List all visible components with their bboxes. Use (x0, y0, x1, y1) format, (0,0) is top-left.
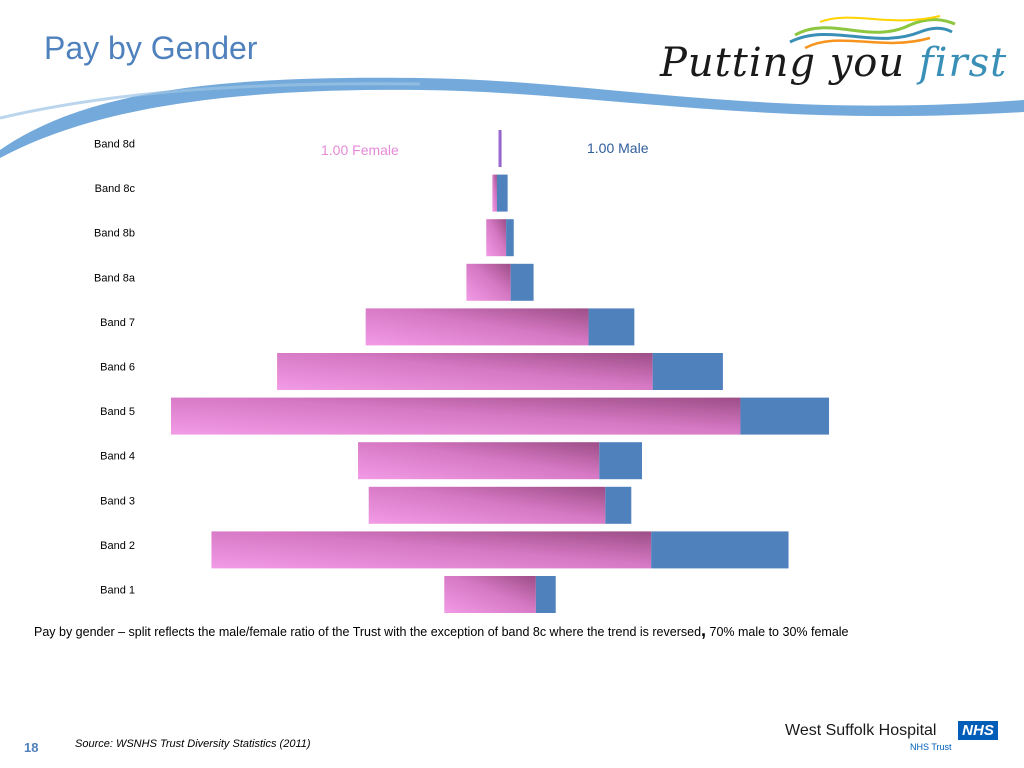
female-bar (492, 174, 497, 212)
band-label: Band 8a (94, 272, 136, 284)
male-bar (740, 397, 829, 435)
male-bar (535, 576, 556, 613)
female-bar (171, 397, 741, 435)
logo-tagline-accent: first (918, 40, 1008, 86)
caption-comma: , (701, 620, 707, 640)
nhs-trust-label: NHS Trust (910, 742, 952, 752)
female-bar (498, 130, 500, 167)
band-label: Band 7 (100, 317, 135, 329)
band-label: Band 8c (95, 183, 136, 195)
band-label: Band 8b (94, 228, 135, 240)
page-number: 18 (24, 740, 39, 755)
caption-main: Pay by gender – split reflects the male/… (34, 625, 702, 639)
female-annotation: 1.00 Female (321, 142, 399, 158)
female-bar (466, 263, 511, 301)
logo-waves-icon (789, 15, 956, 50)
band-label: Band 6 (100, 362, 135, 374)
source-note: Source: WSNHS Trust Diversity Statistics… (75, 738, 311, 750)
logo-tagline-main: Putting you (660, 40, 919, 86)
header-swoosh (0, 77, 1024, 158)
male-bar (651, 531, 789, 569)
male-bar (510, 263, 534, 301)
band-label: Band 1 (100, 585, 135, 597)
caption-tail: 70% male to 30% female (709, 625, 849, 639)
male-bar (588, 308, 635, 346)
female-bar (486, 219, 507, 257)
band-label: Band 2 (100, 540, 135, 552)
male-bar (506, 219, 514, 257)
male-annotation: 1.00 Male (587, 140, 649, 156)
female-bar (358, 442, 600, 480)
female-bar (368, 486, 606, 524)
chart-caption: Pay by gender – split reflects the male/… (34, 620, 849, 641)
male-bar (500, 130, 502, 167)
pay-by-gender-chart: Band 8d Band 8c Band 8b Band 8a Band 7 Band 6… (94, 130, 829, 613)
male-bar (605, 486, 632, 524)
band-label: Band 8d (94, 139, 135, 151)
band-label: Band 5 (100, 406, 135, 418)
hospital-name: West Suffolk Hospital (785, 722, 937, 739)
nhs-logo: NHS (958, 721, 998, 740)
logo-tagline: Putting you first (660, 40, 1007, 86)
female-bar (211, 531, 652, 569)
female-bar (277, 353, 653, 390)
male-bar (599, 442, 642, 480)
band-label: Band 3 (100, 495, 135, 507)
slide-title: Pay by Gender (44, 30, 258, 66)
male-bar (496, 174, 508, 212)
female-bar (444, 576, 536, 613)
female-bar (365, 308, 589, 346)
male-bar (652, 353, 723, 390)
band-label: Band 4 (100, 451, 135, 463)
